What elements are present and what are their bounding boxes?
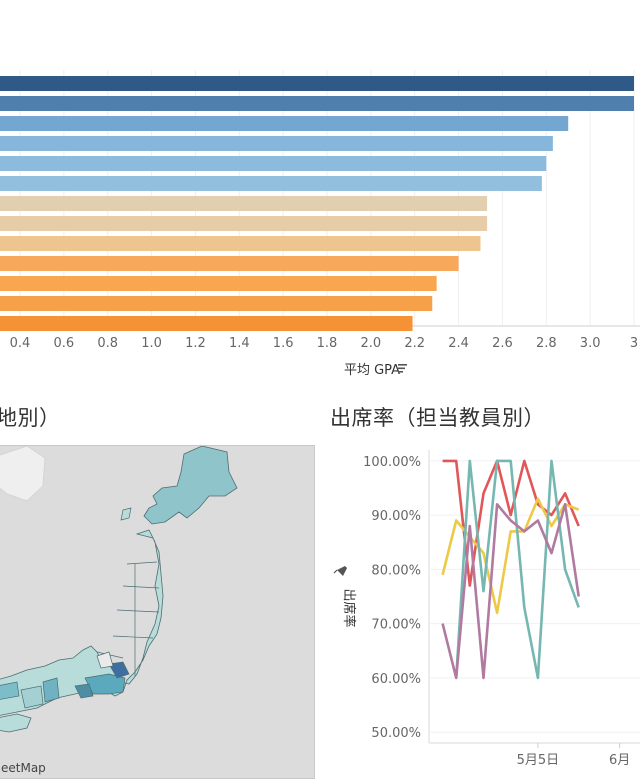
- gpa-bar-chart: 0.4 0.6 0.8 1.0 1.2 1.4 1.6 1.8 2.0 2.2 2.4 2.6 2.8 3…: [0, 70, 640, 378]
- gpa-tick-label: 2.6: [492, 336, 513, 351]
- attendance-series-line[interactable]: [454, 459, 580, 680]
- gpa-tick-label: 0.6: [54, 336, 75, 351]
- gpa-tick-label: 3.0: [580, 336, 601, 351]
- gpa-bar[interactable]: [0, 96, 634, 111]
- attendance-line-chart: 100.00% 90.00% 80.00% 70.00% 60.00% 50.00% 5月5…: [333, 450, 640, 768]
- gpa-bar[interactable]: [0, 316, 413, 331]
- gpa-bar[interactable]: [0, 276, 437, 291]
- gpa-tick-label: 0.8: [97, 336, 118, 351]
- map-canvas: [0, 446, 238, 733]
- map-title: 地別）: [0, 406, 61, 430]
- gpa-bar[interactable]: [0, 216, 488, 231]
- attendance-y-tick: 60.00%: [371, 672, 421, 687]
- gpa-tick-label: 3: [630, 336, 638, 351]
- gpa-tick-label: 1.2: [185, 336, 206, 351]
- gpa-tick-label: 2.2: [404, 336, 425, 351]
- gpa-tick-label: 2.0: [361, 336, 382, 351]
- pin-icon[interactable]: [333, 566, 347, 576]
- gpa-bar[interactable]: [0, 256, 459, 271]
- gpa-bar[interactable]: [0, 176, 542, 191]
- gpa-tick-label: 1.0: [141, 336, 162, 351]
- attendance-y-tick: 70.00%: [371, 618, 421, 633]
- attendance-y-tick: 100.00%: [363, 455, 421, 470]
- gpa-tick-label: 2.4: [448, 336, 469, 351]
- gpa-axis-title: 平均 GPA: [344, 363, 400, 378]
- gpa-bar[interactable]: [0, 296, 433, 311]
- gpa-tick-label: 1.8: [317, 336, 338, 351]
- gpa-tick-label: 2.8: [536, 336, 557, 351]
- gpa-bar[interactable]: [0, 156, 547, 171]
- attendance-x-tick: 5月5日: [517, 753, 560, 768]
- gpa-tick-label: 1.6: [273, 336, 294, 351]
- gpa-bar[interactable]: [0, 76, 634, 91]
- attendance-series-line[interactable]: [441, 503, 580, 680]
- gpa-tick-label: 1.4: [229, 336, 250, 351]
- attendance-y-tick: 50.00%: [371, 726, 421, 741]
- gpa-bar[interactable]: [0, 196, 488, 211]
- gpa-bar[interactable]: [0, 236, 481, 251]
- prefecture-map[interactable]: eetMap: [0, 445, 315, 779]
- sort-icon[interactable]: [398, 364, 407, 373]
- gpa-bar[interactable]: [0, 136, 553, 151]
- gpa-bar[interactable]: [0, 116, 569, 131]
- attendance-y-tick: 90.00%: [371, 509, 421, 524]
- attendance-x-tick: 6月: [609, 753, 630, 768]
- attendance-chart-title: 出席率（担当教員別）: [330, 406, 545, 430]
- attendance-axis-title: 出席率: [341, 588, 357, 627]
- attendance-y-tick: 80.00%: [371, 563, 421, 578]
- gpa-tick-label: 0.4: [10, 336, 31, 351]
- map-credit: eetMap: [1, 761, 46, 775]
